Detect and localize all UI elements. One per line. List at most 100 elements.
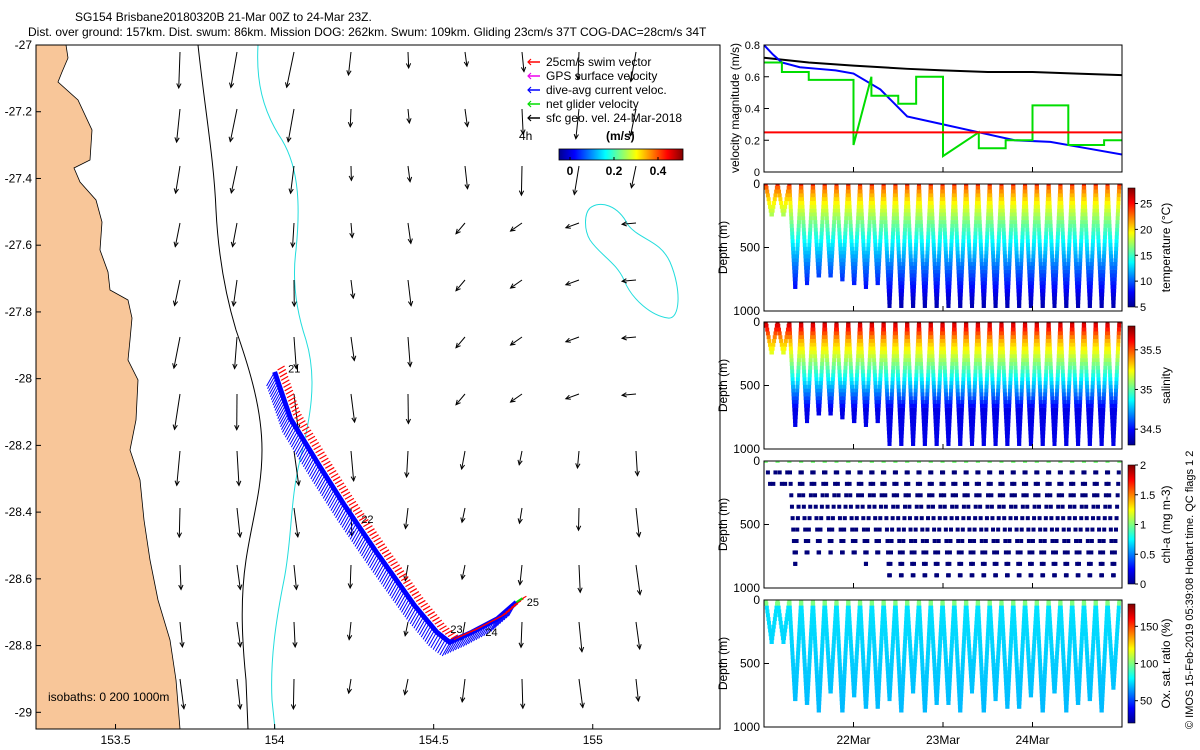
profile-point	[947, 273, 952, 278]
profile-point	[941, 335, 946, 340]
profile-point	[917, 339, 922, 344]
profile-point	[788, 617, 793, 622]
profile-point	[1050, 392, 1055, 397]
profile-point	[880, 342, 885, 347]
profile-point	[837, 235, 842, 240]
profile-point	[912, 407, 917, 412]
profile-point	[981, 300, 986, 305]
profile-point	[1108, 388, 1113, 393]
profile-point	[1116, 335, 1121, 340]
profile-point	[1046, 461, 1051, 463]
profile-point	[1039, 411, 1044, 416]
profile-point	[919, 369, 924, 374]
profile-point	[968, 273, 973, 278]
profile-point	[992, 415, 997, 420]
profile-point	[764, 605, 769, 610]
profile-point	[881, 322, 886, 324]
arrow-shaft	[405, 507, 409, 529]
arrow-head	[509, 340, 516, 346]
profile-point	[954, 361, 959, 366]
profile-point	[978, 377, 983, 382]
profile-point	[968, 411, 973, 416]
profile-point	[1091, 231, 1096, 236]
profile-point	[1066, 539, 1071, 544]
swim-vector	[396, 570, 405, 576]
arrow-head	[578, 646, 585, 653]
header-line-1: SG154 Brisbane20180320B 21-Mar 00Z to 24…	[75, 10, 372, 24]
profile-point	[883, 227, 888, 232]
arrow-shaft	[630, 51, 637, 82]
profile-point	[883, 212, 888, 217]
profile-point	[892, 481, 897, 486]
profile-point	[925, 388, 930, 393]
profile-point	[874, 539, 879, 544]
arrow-head	[178, 584, 184, 591]
profile-point	[902, 246, 907, 251]
profile-point	[882, 481, 887, 486]
profile-point	[1103, 361, 1108, 366]
profile-point	[817, 273, 822, 278]
profile-point	[1071, 493, 1076, 498]
profile-point	[1098, 277, 1103, 282]
sfc-velocity-arrow	[634, 450, 640, 477]
profile-point	[952, 327, 957, 332]
profile-point	[805, 277, 810, 282]
profile-point	[862, 392, 867, 397]
profile-point	[846, 461, 851, 463]
profile-point	[1060, 358, 1065, 363]
profile-point	[1117, 185, 1122, 190]
profile-point	[913, 246, 918, 251]
profile-point	[935, 288, 940, 293]
profile-point	[820, 354, 825, 359]
profile-point	[1049, 369, 1054, 374]
profile-point	[943, 527, 948, 532]
profile-point	[836, 346, 841, 351]
profile-point	[833, 339, 838, 344]
swim-vector	[400, 576, 409, 582]
profile-point	[775, 461, 780, 463]
profile-point	[997, 223, 1002, 228]
profile-point	[904, 481, 909, 486]
profile-point	[988, 327, 993, 332]
profile-point	[788, 342, 793, 347]
profile-point	[1018, 550, 1023, 555]
profile-point	[1001, 354, 1006, 359]
profile-point	[1068, 350, 1073, 355]
profile-point	[944, 258, 949, 263]
profile-point	[854, 388, 859, 393]
profile-point	[872, 369, 877, 374]
profile-point	[826, 377, 831, 382]
profile-point	[864, 411, 869, 416]
velocity-ytick-label: 0.4	[745, 104, 760, 116]
profile-point	[1074, 400, 1079, 405]
profile-point	[839, 539, 844, 544]
profile-point	[790, 380, 795, 385]
sfc-velocity-arrow	[509, 222, 523, 232]
profile-point	[930, 504, 935, 509]
profile-point	[941, 208, 946, 213]
profile-point	[796, 639, 801, 644]
profile-point	[836, 350, 841, 355]
arrow-shaft	[461, 507, 466, 523]
swim-vector	[292, 410, 301, 416]
profile-point	[1090, 388, 1095, 393]
profile-point	[1048, 358, 1053, 363]
profile-point	[995, 392, 1000, 397]
profile-point	[1032, 373, 1037, 378]
profile-point	[1088, 281, 1093, 286]
profile-point	[839, 262, 844, 267]
profile-point	[1012, 342, 1017, 347]
profile-point	[906, 216, 911, 221]
profile-point	[1016, 281, 1021, 286]
profile-point	[990, 384, 995, 389]
profile-point	[843, 235, 848, 240]
profile-point	[777, 470, 782, 475]
profile-point	[901, 527, 906, 532]
profile-point	[921, 407, 926, 412]
profile-point	[765, 470, 770, 475]
profile-point	[1013, 358, 1018, 363]
profile-point	[979, 262, 984, 267]
profile-point	[1067, 380, 1072, 385]
swim-vector	[354, 509, 363, 516]
profile-point	[1012, 354, 1017, 359]
